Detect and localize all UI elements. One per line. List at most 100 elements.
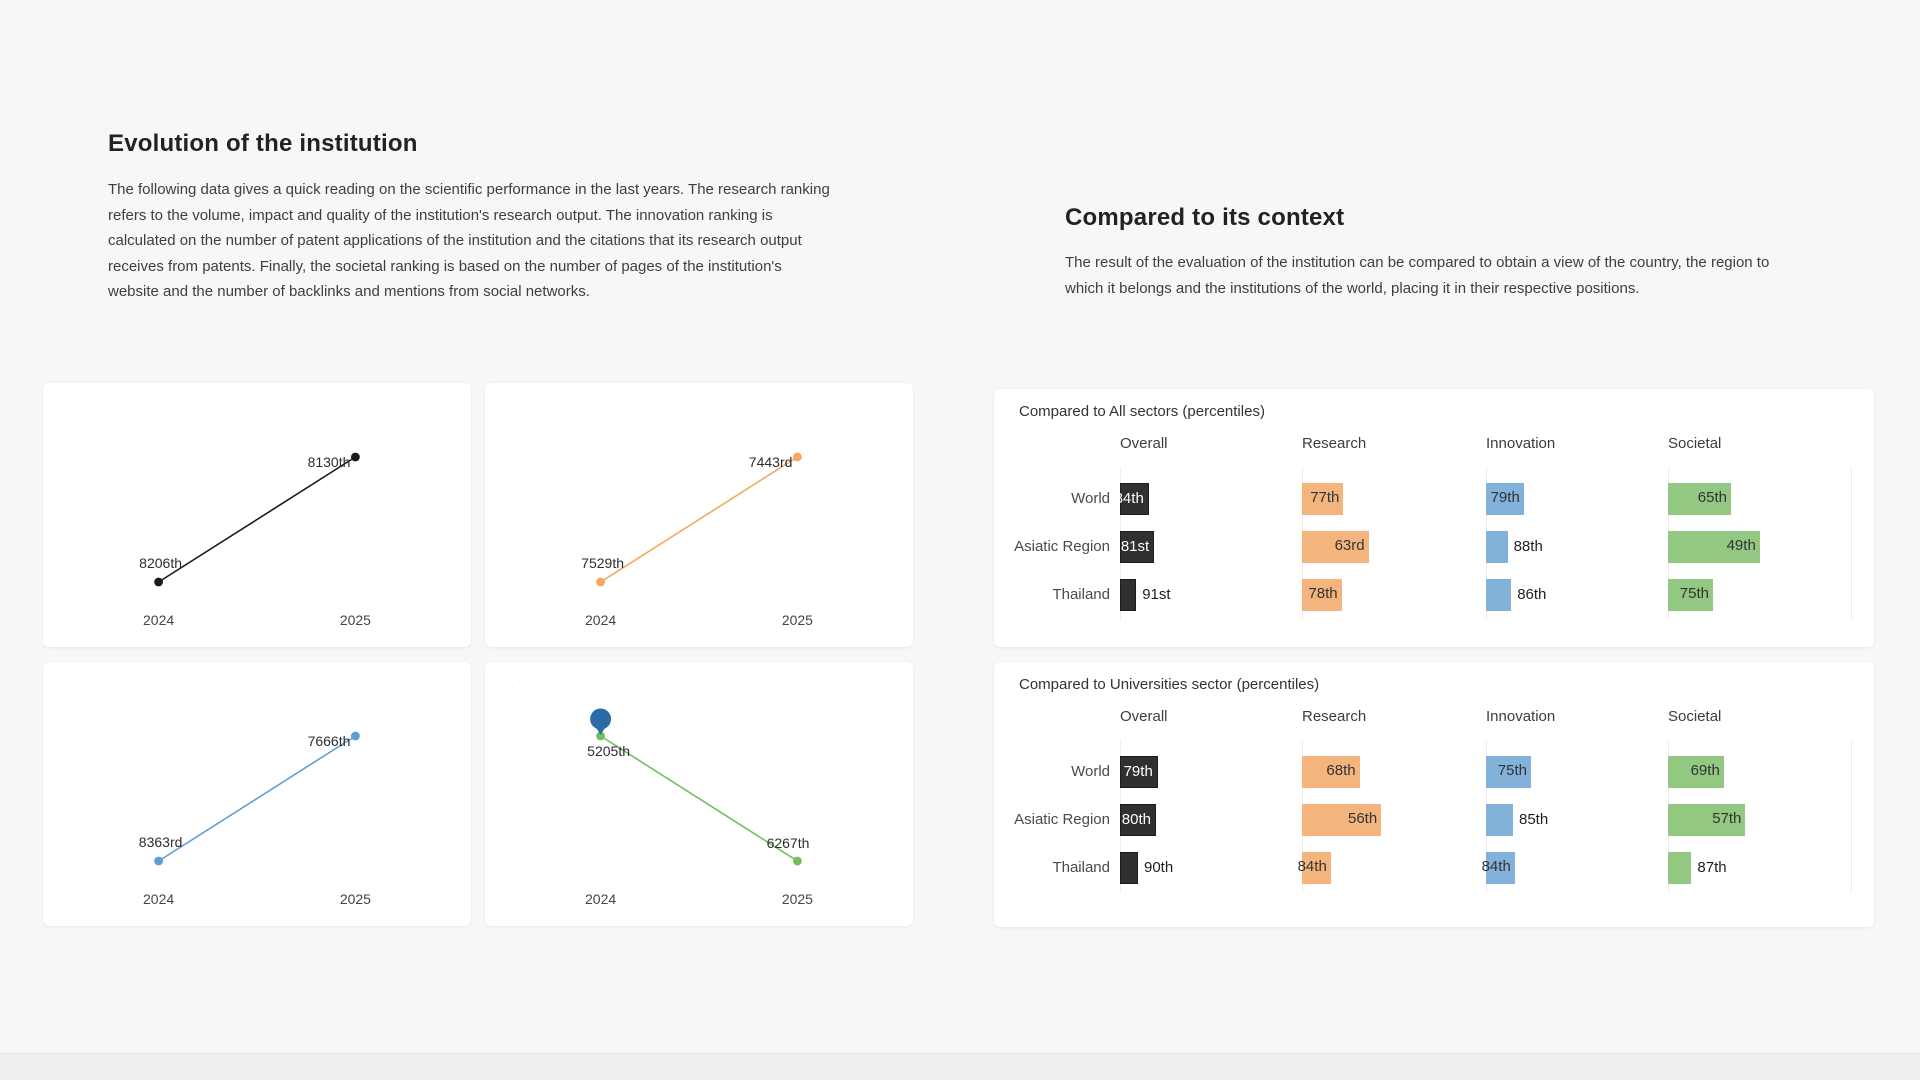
percentile-bar: 75th [1486,756,1531,788]
rank-value-label: 8363rd [138,834,183,850]
percentile-value: 88th [1513,538,1543,555]
faded-chart-title-placeholder: · · · · · [75,675,133,687]
rank-chart-research: · · · · · 7529th 7443rd 2024 2025 [485,383,913,647]
faded-chart-title-placeholder: · · · · · [517,396,575,408]
percentile-value: 84th [1297,858,1327,875]
column-header-overall: Overall [1120,435,1168,452]
percentile-bar: 80th [1120,804,1156,836]
x-axis-label-2025: 2025 [781,612,813,628]
data-point-2025 [351,731,360,741]
column-header-innovation: Innovation [1486,708,1556,725]
percentile-value: 69th [1690,762,1720,779]
faded-chart-title-placeholder: · · · · · [517,675,575,687]
percentile-value: 85th [1519,811,1549,828]
rank-trend-plot-innovation [154,731,360,866]
percentile-value: 56th [1347,810,1378,827]
rank-trend-plot-overall [154,452,360,587]
axis-gridline [1851,467,1852,620]
percentile-bar: 65th [1668,483,1731,515]
percentile-bar: 79th [1486,483,1524,515]
map-pin-marker [590,708,612,730]
percentile-bar [1120,579,1137,611]
column-header-research: Research [1302,435,1367,452]
percentile-bar [1120,852,1138,884]
percentile-value: 91st [1142,586,1171,603]
rank-chart-overall: · · · · · 8206th 8130th 2024 2025 [43,383,471,647]
percentile-table-all-sectors: Compared to All sectors (percentiles) Ove… [994,389,1874,647]
column-header-societal: Societal [1668,708,1722,725]
x-axis-label-2024: 2024 [143,891,175,907]
percentile-value: 65th [1697,489,1727,506]
rank-value-label: 8130th [307,454,351,470]
data-point-2024 [596,731,605,741]
percentile-value: 75th [1497,762,1527,779]
x-axis-label-2025: 2025 [339,891,371,907]
rank-value-label: 7443rd [748,454,793,470]
row-label-asiatic-region: Asiatic Region [1014,538,1110,555]
rank-value-label: 8206th [139,555,183,571]
column-header-societal: Societal [1668,435,1722,452]
rank-value-label: 7666th [307,733,351,749]
percentile-value: 78th [1308,585,1338,602]
rank-chart-societal: · · · · · 5205th 6267th 2024 2025 [485,662,913,926]
evolution-heading: Evolution of the institution [108,130,418,157]
percentile-value: 84th [1481,858,1511,875]
percentile-value: 68th [1326,762,1356,779]
percentile-value: 90th [1144,859,1174,876]
percentile-bar: 84th [1298,852,1331,884]
percentile-value: 86th [1517,586,1547,603]
percentile-value: 63rd [1334,537,1365,554]
map-pin-tail [596,728,605,735]
row-label-asiatic-region: Asiatic Region [1014,811,1110,828]
data-point-2024 [154,856,163,866]
column-header-research: Research [1302,708,1367,725]
percentile-bar: 68th [1302,756,1360,788]
percentile-table-universities-sector: Compared to Universities sector (percent… [994,662,1874,927]
row-label-world: World [1071,490,1110,507]
x-axis-label-2024: 2024 [585,612,617,628]
column-header-innovation: Innovation [1486,435,1556,452]
data-point-2025 [793,452,802,462]
data-point-2024 [154,577,163,587]
percentile-bar: 69th [1668,756,1724,788]
percentile-value: 57th [1712,810,1742,827]
percentile-value: 49th [1726,537,1756,554]
table-title: Compared to Universities sector (percent… [1019,676,1320,693]
context-description: The result of the evaluation of the inst… [1065,254,1770,297]
x-axis-label-2024: 2024 [585,891,617,907]
percentile-bar [1486,804,1513,836]
rank-trend-plot-research [596,452,802,587]
percentile-bar: 57th [1668,804,1746,836]
row-label-thailand: Thailand [1052,859,1110,876]
percentile-value: 84th [1114,490,1144,507]
faded-chart-title-placeholder: · · · · · [75,396,133,408]
data-point-2024 [596,577,605,587]
rank-chart-innovation: · · · · · 8363rd 7666th 2024 2025 [43,662,471,926]
table-title: Compared to All sectors (percentiles) [1019,403,1265,420]
percentile-value: 79th [1123,763,1153,780]
row-label-thailand: Thailand [1052,586,1110,603]
data-point-2025 [351,452,360,462]
column-header-overall: Overall [1120,708,1168,725]
percentile-bar [1486,579,1512,611]
x-axis-label-2024: 2024 [143,612,175,628]
percentile-bar: 79th [1120,756,1158,788]
percentile-bar: 84th [1482,852,1515,884]
percentile-bar: 77th [1302,483,1344,515]
percentile-bar: 81st [1120,531,1155,563]
page-bottom-strip [0,1053,1920,1080]
percentile-bar: 49th [1668,531,1760,563]
percentile-bar: 56th [1302,804,1382,836]
data-point-2025 [793,856,802,866]
percentile-bar [1486,531,1508,563]
percentile-value: 79th [1490,489,1520,506]
percentile-value: 77th [1310,489,1340,506]
percentile-value: 81st [1120,538,1150,555]
x-axis-label-2025: 2025 [339,612,371,628]
rank-value-label: 6267th [766,835,810,851]
rank-trend-plot-societal [590,708,802,866]
percentile-bar [1668,852,1692,884]
percentile-value: 75th [1679,585,1709,602]
percentile-bar: 84th [1115,483,1149,515]
